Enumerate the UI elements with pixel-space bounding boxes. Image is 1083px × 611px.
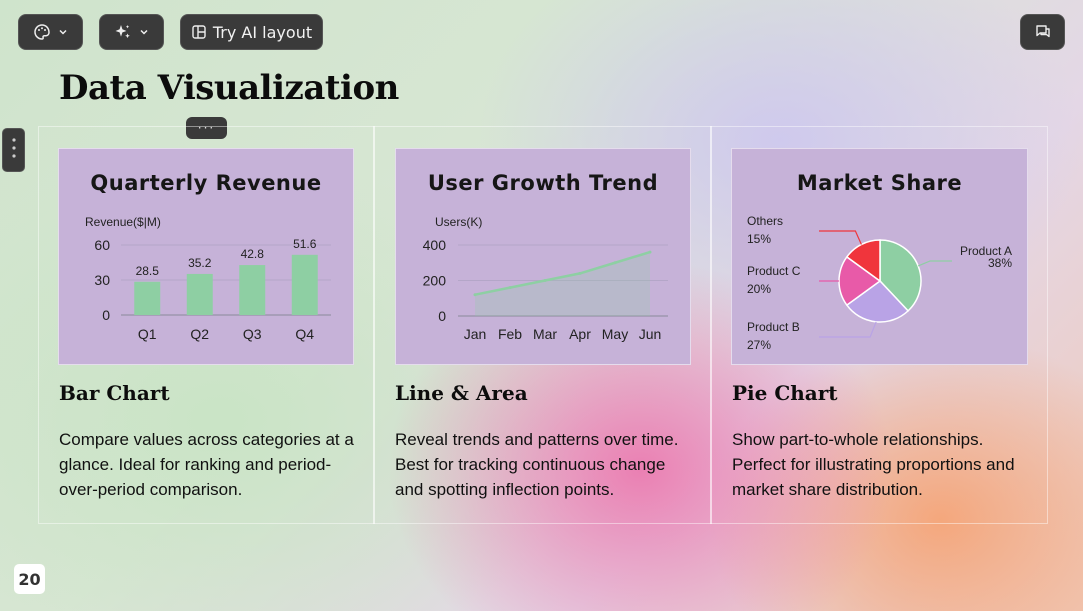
- section-description[interactable]: Show part-to-whole relationships. Perfec…: [732, 430, 1015, 499]
- area-fill: [475, 252, 650, 316]
- data-label: 28.5: [136, 264, 160, 278]
- data-point: [543, 279, 547, 282]
- ai-assist-button[interactable]: [99, 14, 164, 50]
- data-label: 42.8: [241, 247, 265, 261]
- slice-name-label: Product B: [747, 320, 800, 334]
- chart-title: Market Share: [796, 171, 963, 195]
- x-tick-label: Q2: [190, 326, 209, 342]
- slice-percent-label: 27%: [747, 338, 771, 352]
- chart-title: User Growth Trend: [427, 171, 659, 195]
- drag-handle[interactable]: [2, 128, 25, 172]
- column-divider: [373, 126, 375, 524]
- data-point: [613, 261, 617, 265]
- content-grid: [38, 126, 1048, 524]
- comment-icon: [1034, 23, 1052, 41]
- leader-line: [819, 321, 877, 338]
- x-tick-label: Q1: [138, 326, 157, 342]
- pie-chart-card[interactable]: Market Share Product A 38% Product B 27% Pro…: [731, 148, 1028, 365]
- sparkles-icon: [114, 23, 132, 41]
- data-point: [648, 250, 652, 254]
- slice-name-label: Product C: [747, 264, 801, 278]
- line-chart: Users(K) 0 200 400 Jan Feb Mar Apr May Jun: [423, 215, 668, 342]
- line-chart-card[interactable]: User Growth Trend Users(K) 0 200 400 Jan Feb…: [395, 148, 691, 365]
- data-point: [473, 293, 477, 297]
- section-heading[interactable]: Line & Area: [395, 381, 528, 405]
- y-tick-label: 0: [438, 308, 446, 324]
- y-tick-label: 0: [102, 307, 110, 323]
- try-ai-layout-button[interactable]: Try AI layout: [180, 14, 323, 50]
- more-options-button[interactable]: ···: [186, 117, 227, 139]
- section-description[interactable]: Reveal trends and patterns over time. Be…: [395, 430, 679, 499]
- y-tick-label: 60: [94, 237, 110, 253]
- bar-chart: Revenue($|M) 0 30 60 28.5 Q1 35.2 Q2 42.8 Q3 51.6…: [85, 215, 331, 342]
- y-tick-label: 200: [423, 273, 447, 289]
- y-axis-label: Users(K): [435, 215, 482, 229]
- section-heading[interactable]: Pie Chart: [732, 381, 838, 405]
- pie-chart: Product A38% Product B 27% Product C 20% Othe…: [747, 214, 1012, 352]
- x-tick-label: Feb: [498, 326, 522, 342]
- x-tick-label: Jan: [464, 326, 487, 342]
- x-tick-label: May: [602, 326, 628, 342]
- series-line: [474, 250, 651, 296]
- bar-chart-card[interactable]: Quarterly Revenue Revenue($|M) 0 30 60 28.5…: [58, 148, 354, 365]
- y-tick-label: 400: [423, 237, 447, 253]
- chevron-down-icon: [57, 26, 69, 38]
- bar: [134, 281, 161, 315]
- palette-icon: [33, 23, 51, 41]
- x-tick-label: Jun: [639, 326, 662, 342]
- layout-icon: [191, 24, 207, 40]
- section-description[interactable]: Compare values across categories at a gl…: [59, 430, 354, 499]
- try-ai-layout-label: Try AI layout: [212, 22, 313, 42]
- bar: [291, 254, 318, 315]
- bar: [239, 265, 266, 315]
- slice-percent-label: 20%: [747, 282, 771, 296]
- slice-name-label: Product A: [960, 244, 1012, 258]
- slice-percent-label: 15%: [747, 232, 771, 246]
- x-tick-label: Mar: [533, 326, 557, 342]
- page-number: 20: [14, 564, 45, 594]
- pie-slice: [879, 239, 922, 312]
- bar: [186, 273, 213, 315]
- chart-title: Quarterly Revenue: [90, 171, 322, 195]
- data-label: 51.6: [293, 237, 317, 251]
- x-tick-label: Q4: [295, 326, 314, 342]
- data-point: [578, 271, 582, 275]
- y-tick-label: 30: [94, 272, 110, 288]
- drag-dots-icon: [11, 136, 17, 164]
- theme-button[interactable]: [18, 14, 83, 50]
- data-point: [508, 286, 512, 290]
- y-axis-label: Revenue($|M): [85, 215, 161, 229]
- chevron-down-icon: [138, 26, 150, 38]
- x-tick-label: Q3: [243, 326, 262, 342]
- leader-line: [917, 260, 952, 267]
- column-divider: [710, 126, 712, 524]
- data-label: 35.2: [188, 256, 212, 270]
- comments-button[interactable]: [1020, 14, 1065, 50]
- section-heading[interactable]: Bar Chart: [59, 381, 170, 405]
- x-tick-label: Apr: [569, 326, 591, 342]
- slide-title[interactable]: Data Visualization: [59, 68, 399, 108]
- slice-percent-label: 38%: [988, 256, 1012, 270]
- leader-line: [819, 230, 862, 245]
- slice-name-label: Others: [747, 214, 783, 228]
